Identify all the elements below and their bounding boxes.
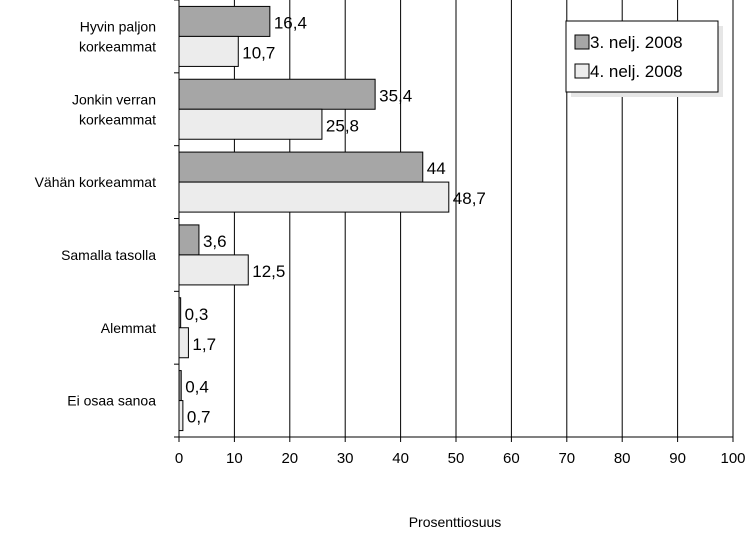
data-label: 0,3 <box>185 305 209 324</box>
category-labels: Hyvin paljon korkeammat Jonkin verran korke… <box>35 18 157 408</box>
x-tick-label: 0 <box>175 450 183 467</box>
x-tick-label: 80 <box>614 450 631 467</box>
category-label: korkeammat <box>79 38 156 54</box>
x-tick-label: 70 <box>558 450 575 467</box>
axes <box>174 0 734 442</box>
data-label: 16,4 <box>274 13 307 32</box>
x-tick-label: 30 <box>337 450 354 467</box>
data-label: 10,7 <box>242 43 275 62</box>
bar <box>178 254 249 286</box>
category-label: Ei osaa sanoa <box>67 393 156 409</box>
x-tick-label: 20 <box>281 450 298 467</box>
data-label: 0,4 <box>185 378 209 397</box>
x-tick-label: 100 <box>720 450 745 467</box>
x-tick-label: 40 <box>392 450 409 467</box>
data-label: 44 <box>427 159 446 178</box>
x-tick-labels: 0 10 20 30 40 50 60 70 80 90 100 <box>175 450 746 467</box>
legend-label: 4. nelj. 2008 <box>590 62 683 81</box>
data-label: 35,4 <box>379 86 412 105</box>
bar <box>178 224 200 256</box>
legend-swatch <box>574 63 590 79</box>
bar <box>178 35 239 67</box>
x-axis-title: Prosenttiosuus <box>409 514 502 530</box>
bar <box>178 108 323 140</box>
legend: 3. nelj. 2008 4. nelj. 2008 <box>565 20 723 97</box>
bar <box>178 400 184 432</box>
category-label: Hyvin paljon <box>80 18 156 34</box>
x-tick-label: 10 <box>226 450 243 467</box>
category-label: korkeammat <box>79 111 156 127</box>
bar <box>178 181 450 213</box>
data-labels: 16,4 10,7 35,4 25,8 44 48,7 3,6 12,5 0,3 1,7 0,4 0,… <box>185 13 486 426</box>
bar <box>178 78 376 110</box>
data-label: 25,8 <box>326 116 359 135</box>
x-tick-label: 60 <box>503 450 520 467</box>
data-label: 48,7 <box>453 189 486 208</box>
legend-label: 3. nelj. 2008 <box>590 33 683 52</box>
category-label: Alemmat <box>101 320 156 336</box>
category-label: Samalla tasolla <box>61 247 156 263</box>
legend-swatch <box>574 34 590 50</box>
data-label: 0,7 <box>187 408 211 427</box>
category-label: Vähän korkeammat <box>35 174 157 190</box>
data-label: 12,5 <box>252 262 285 281</box>
data-label: 3,6 <box>203 232 227 251</box>
bar <box>178 327 189 359</box>
bar <box>178 151 424 183</box>
bar <box>178 5 271 37</box>
category-label: Jonkin verran <box>72 91 156 107</box>
x-tick-label: 50 <box>448 450 465 467</box>
legend-box <box>565 20 719 93</box>
x-tick-label: 90 <box>669 450 686 467</box>
bars <box>178 5 450 432</box>
data-label: 1,7 <box>192 335 216 354</box>
